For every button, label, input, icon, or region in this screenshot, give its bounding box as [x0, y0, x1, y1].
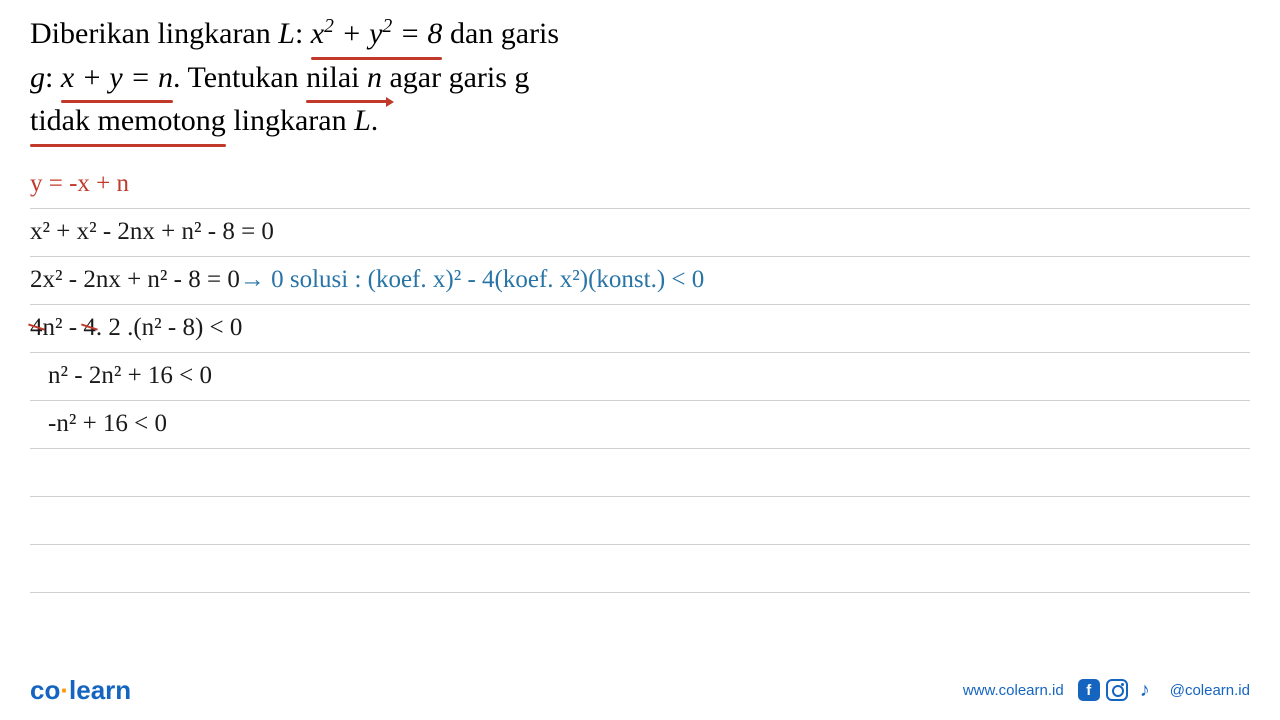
var-g: g — [30, 61, 45, 94]
footer-bar: co·learn www.colearn.id f ♪ @colearn.id — [0, 660, 1280, 720]
work-row-5: n² - 2n² + 16 < 0 — [30, 353, 1250, 401]
work-row-2: x² + x² - 2nx + n² - 8 = 0 — [30, 209, 1250, 257]
text: nilai — [306, 61, 367, 94]
colon: : — [45, 61, 61, 94]
work-row-empty-2 — [30, 497, 1250, 545]
simplified-eq: 2x² - 2nx + n² - 8 = 0 — [30, 266, 240, 294]
website-url: www.colearn.id — [963, 682, 1064, 699]
colearn-logo: co·learn — [30, 675, 131, 706]
logo-learn: learn — [69, 675, 131, 705]
dot: . — [371, 104, 379, 137]
arrow-icon — [386, 97, 394, 107]
text: n² - — [43, 314, 84, 341]
text: dan garis — [442, 17, 559, 50]
problem-line-3: tidak memotong lingkaran L. — [30, 99, 1250, 143]
problem-line-2: g: x + y = n. Tentukan nilai n agar gari… — [30, 56, 1250, 100]
facebook-icon: f — [1078, 679, 1100, 701]
tiktok-icon: ♪ — [1134, 679, 1156, 701]
equation-circle: x2 + y2 = 8 — [311, 12, 443, 56]
work-row-4: 4n² - 4. 2 .(n² - 8) < 0 — [30, 305, 1250, 353]
var-L: L — [278, 17, 295, 50]
discriminant-note: → 0 solusi : (koef. x)² - 4(koef. x²)(ko… — [240, 266, 704, 294]
social-handle: @colearn.id — [1170, 682, 1250, 699]
step-5: n² - 2n² + 16 < 0 — [30, 362, 212, 390]
text: agar garis g — [382, 61, 529, 94]
logo-dot-icon: · — [60, 675, 69, 705]
footer-right: www.colearn.id f ♪ @colearn.id — [963, 679, 1250, 701]
substitution: y = -x + n — [30, 170, 129, 198]
text: . Tentukan — [173, 61, 306, 94]
problem-line-1: Diberikan lingkaran L: x2 + y2 = 8 dan g… — [30, 12, 1250, 56]
colon: : — [295, 17, 311, 50]
problem-statement: Diberikan lingkaran L: x2 + y2 = 8 dan g… — [0, 0, 1280, 151]
step-6: -n² + 16 < 0 — [30, 410, 167, 438]
equation-line: x + y = n — [61, 56, 173, 100]
nilai-n: nilai n — [306, 56, 382, 100]
text: Diberikan lingkaran — [30, 17, 278, 50]
work-row-6: -n² + 16 < 0 — [30, 401, 1250, 449]
work-row-1: y = -x + n — [30, 161, 1250, 209]
logo-co: co — [30, 675, 60, 705]
cancel-4a: 4 — [30, 314, 43, 341]
text: . 2 .(n² - 8) < 0 — [96, 314, 243, 341]
handwritten-work: y = -x + n x² + x² - 2nx + n² - 8 = 0 2x… — [0, 161, 1280, 593]
var-L: L — [354, 104, 371, 137]
text: lingkaran — [226, 104, 354, 137]
work-row-3: 2x² - 2nx + n² - 8 = 0 → 0 solusi : (koe… — [30, 257, 1250, 305]
work-row-empty-1 — [30, 449, 1250, 497]
social-icons: f ♪ — [1078, 679, 1156, 701]
var-n: n — [367, 61, 382, 94]
tidak-memotong: tidak memotong — [30, 99, 226, 143]
expanded-eq: x² + x² - 2nx + n² - 8 = 0 — [30, 218, 274, 246]
discriminant-expr: 4n² - 4. 2 .(n² - 8) < 0 — [30, 314, 242, 342]
work-row-empty-3 — [30, 545, 1250, 593]
cancel-4b: 4 — [83, 314, 96, 341]
instagram-icon — [1106, 679, 1128, 701]
